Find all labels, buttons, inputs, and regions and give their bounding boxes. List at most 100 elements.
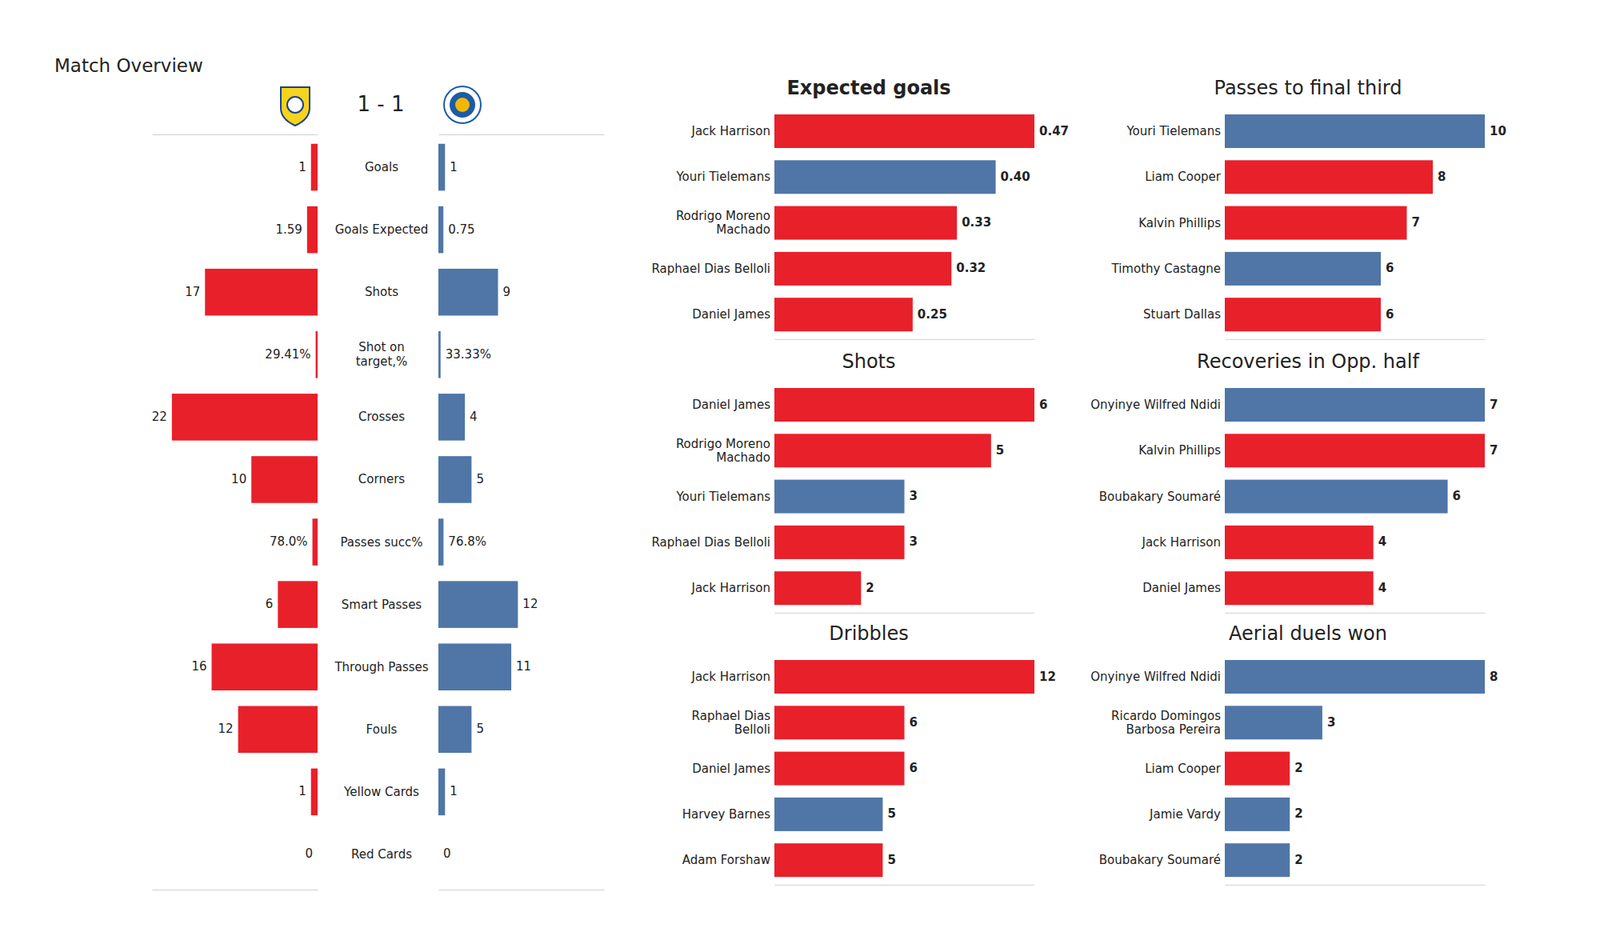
- bar: [212, 643, 318, 691]
- data-label: 12: [218, 721, 234, 736]
- labels: Goals11Goals Expected1.590.75Shots179Cro…: [152, 160, 539, 862]
- category-label: Fouls: [366, 721, 398, 736]
- bar: [1224, 843, 1290, 877]
- category-label: Jack Harrison: [690, 580, 771, 596]
- category-label: Boubakary Soumaré: [1099, 852, 1221, 868]
- data-label: 0.25: [917, 307, 948, 322]
- bars: [312, 331, 318, 566]
- labels: Jack Harrison0.47Youri Tielemans0.40Rodr…: [651, 124, 1069, 322]
- category-label: Yellow Cards: [343, 784, 420, 799]
- data-label: 0.47: [1039, 124, 1069, 139]
- data-label: 1: [449, 160, 458, 175]
- bar: [774, 660, 1035, 694]
- x-axis: [1225, 884, 1486, 886]
- category-label: Ricardo DomingosBarbosa Pereira: [1111, 708, 1221, 736]
- bar: [438, 393, 465, 441]
- category-label: Through Passes: [333, 659, 428, 674]
- bar: [774, 571, 861, 605]
- bar: [774, 797, 883, 832]
- bar: [774, 843, 883, 877]
- bar: [204, 268, 318, 316]
- data-label: 10: [231, 472, 247, 487]
- data-label: 3: [909, 488, 918, 504]
- x-axis: [1225, 339, 1486, 340]
- bar: [774, 206, 957, 240]
- data-label: 0.33: [961, 215, 992, 230]
- data-label: 76.8%: [448, 534, 487, 549]
- category-label: Kalvin Phillips: [1138, 443, 1221, 458]
- labels: Youri Tielemans10Liam Cooper8Kalvin Phil…: [1110, 124, 1506, 322]
- data-label: 8: [1437, 169, 1446, 184]
- data-label: 5: [476, 721, 484, 736]
- data-label: 6: [1385, 307, 1394, 322]
- data-label: 1: [449, 784, 458, 799]
- bars: [774, 114, 1035, 332]
- category-label: Timothy Castagne: [1110, 260, 1221, 276]
- chart-title: Dribbles: [828, 622, 908, 645]
- category-label: Harvey Barnes: [682, 806, 772, 821]
- bar: [438, 831, 440, 879]
- category-label: Stuart Dallas: [1143, 307, 1221, 322]
- labels: Onyinye Wilfred Ndidi7Kalvin Phillips7Bo…: [1090, 397, 1498, 596]
- bar: [1224, 752, 1290, 786]
- bar: [307, 206, 318, 254]
- x-axis: [1225, 612, 1486, 614]
- bar: [774, 433, 992, 468]
- x-axis: [439, 134, 605, 136]
- category-label: Shot ontarget,%: [356, 340, 408, 369]
- data-label: 6: [265, 596, 274, 612]
- bar: [1224, 660, 1485, 694]
- data-label: 0: [304, 846, 313, 861]
- bar: [311, 768, 318, 816]
- data-label: 2: [865, 580, 874, 596]
- bar-chart: Passes to final thirdYouri Tielemans10Li…: [1110, 76, 1506, 340]
- bar: [277, 580, 318, 628]
- data-label: 9: [503, 284, 512, 300]
- category-label: Jack Harrison: [690, 669, 771, 684]
- bar: [1224, 160, 1433, 194]
- bar: [312, 518, 318, 566]
- data-label: 3: [909, 534, 918, 549]
- bar: [774, 160, 996, 194]
- category-label: Daniel James: [692, 760, 771, 776]
- logo-shape: [455, 97, 470, 112]
- data-label: 1.59: [275, 222, 302, 237]
- data-label: 7: [1489, 397, 1498, 412]
- data-label: 8: [1489, 669, 1498, 684]
- bar: [438, 456, 472, 504]
- logo-shape: [449, 92, 476, 118]
- bar: [1224, 571, 1374, 605]
- bar: [774, 388, 1035, 422]
- bar: [438, 580, 518, 628]
- bar: [438, 518, 444, 566]
- category-label: Onyinye Wilfred Ndidi: [1090, 397, 1221, 412]
- chart-title: Shots: [841, 350, 896, 373]
- bars: [1224, 660, 1485, 877]
- labels: Onyinye Wilfred Ndidi 8 Ricardo DomingosBa…: [1090, 669, 1498, 868]
- bar: [438, 331, 441, 379]
- bar: [438, 643, 512, 691]
- category-label: Daniel James: [692, 397, 771, 412]
- category-label: Jamie Vardy: [1148, 806, 1221, 821]
- x-axis: [152, 889, 319, 891]
- category-label: Passes succ%: [340, 534, 423, 549]
- logo-shape: [444, 86, 481, 124]
- bars: [438, 144, 518, 816]
- labels: Jack Harrison12Raphael DiasBelloli6Danie…: [682, 669, 1056, 868]
- bars: [1224, 388, 1485, 605]
- bar: [1224, 480, 1448, 514]
- x-axis: [152, 134, 319, 136]
- data-label: 7: [1412, 215, 1420, 230]
- bar: [1224, 525, 1374, 560]
- data-label: 6: [1039, 397, 1048, 412]
- data-label: 5: [996, 443, 1004, 458]
- data-label: 6: [1452, 488, 1461, 504]
- bars: [774, 388, 1035, 605]
- bars: [172, 144, 318, 816]
- bar: [316, 331, 318, 379]
- axis-line: [1225, 339, 1486, 340]
- category-label: Onyinye Wilfred Ndidi: [1090, 669, 1221, 684]
- category-label: Liam Cooper: [1144, 760, 1222, 776]
- x-axis: [439, 889, 605, 891]
- data-label: 5: [887, 806, 896, 821]
